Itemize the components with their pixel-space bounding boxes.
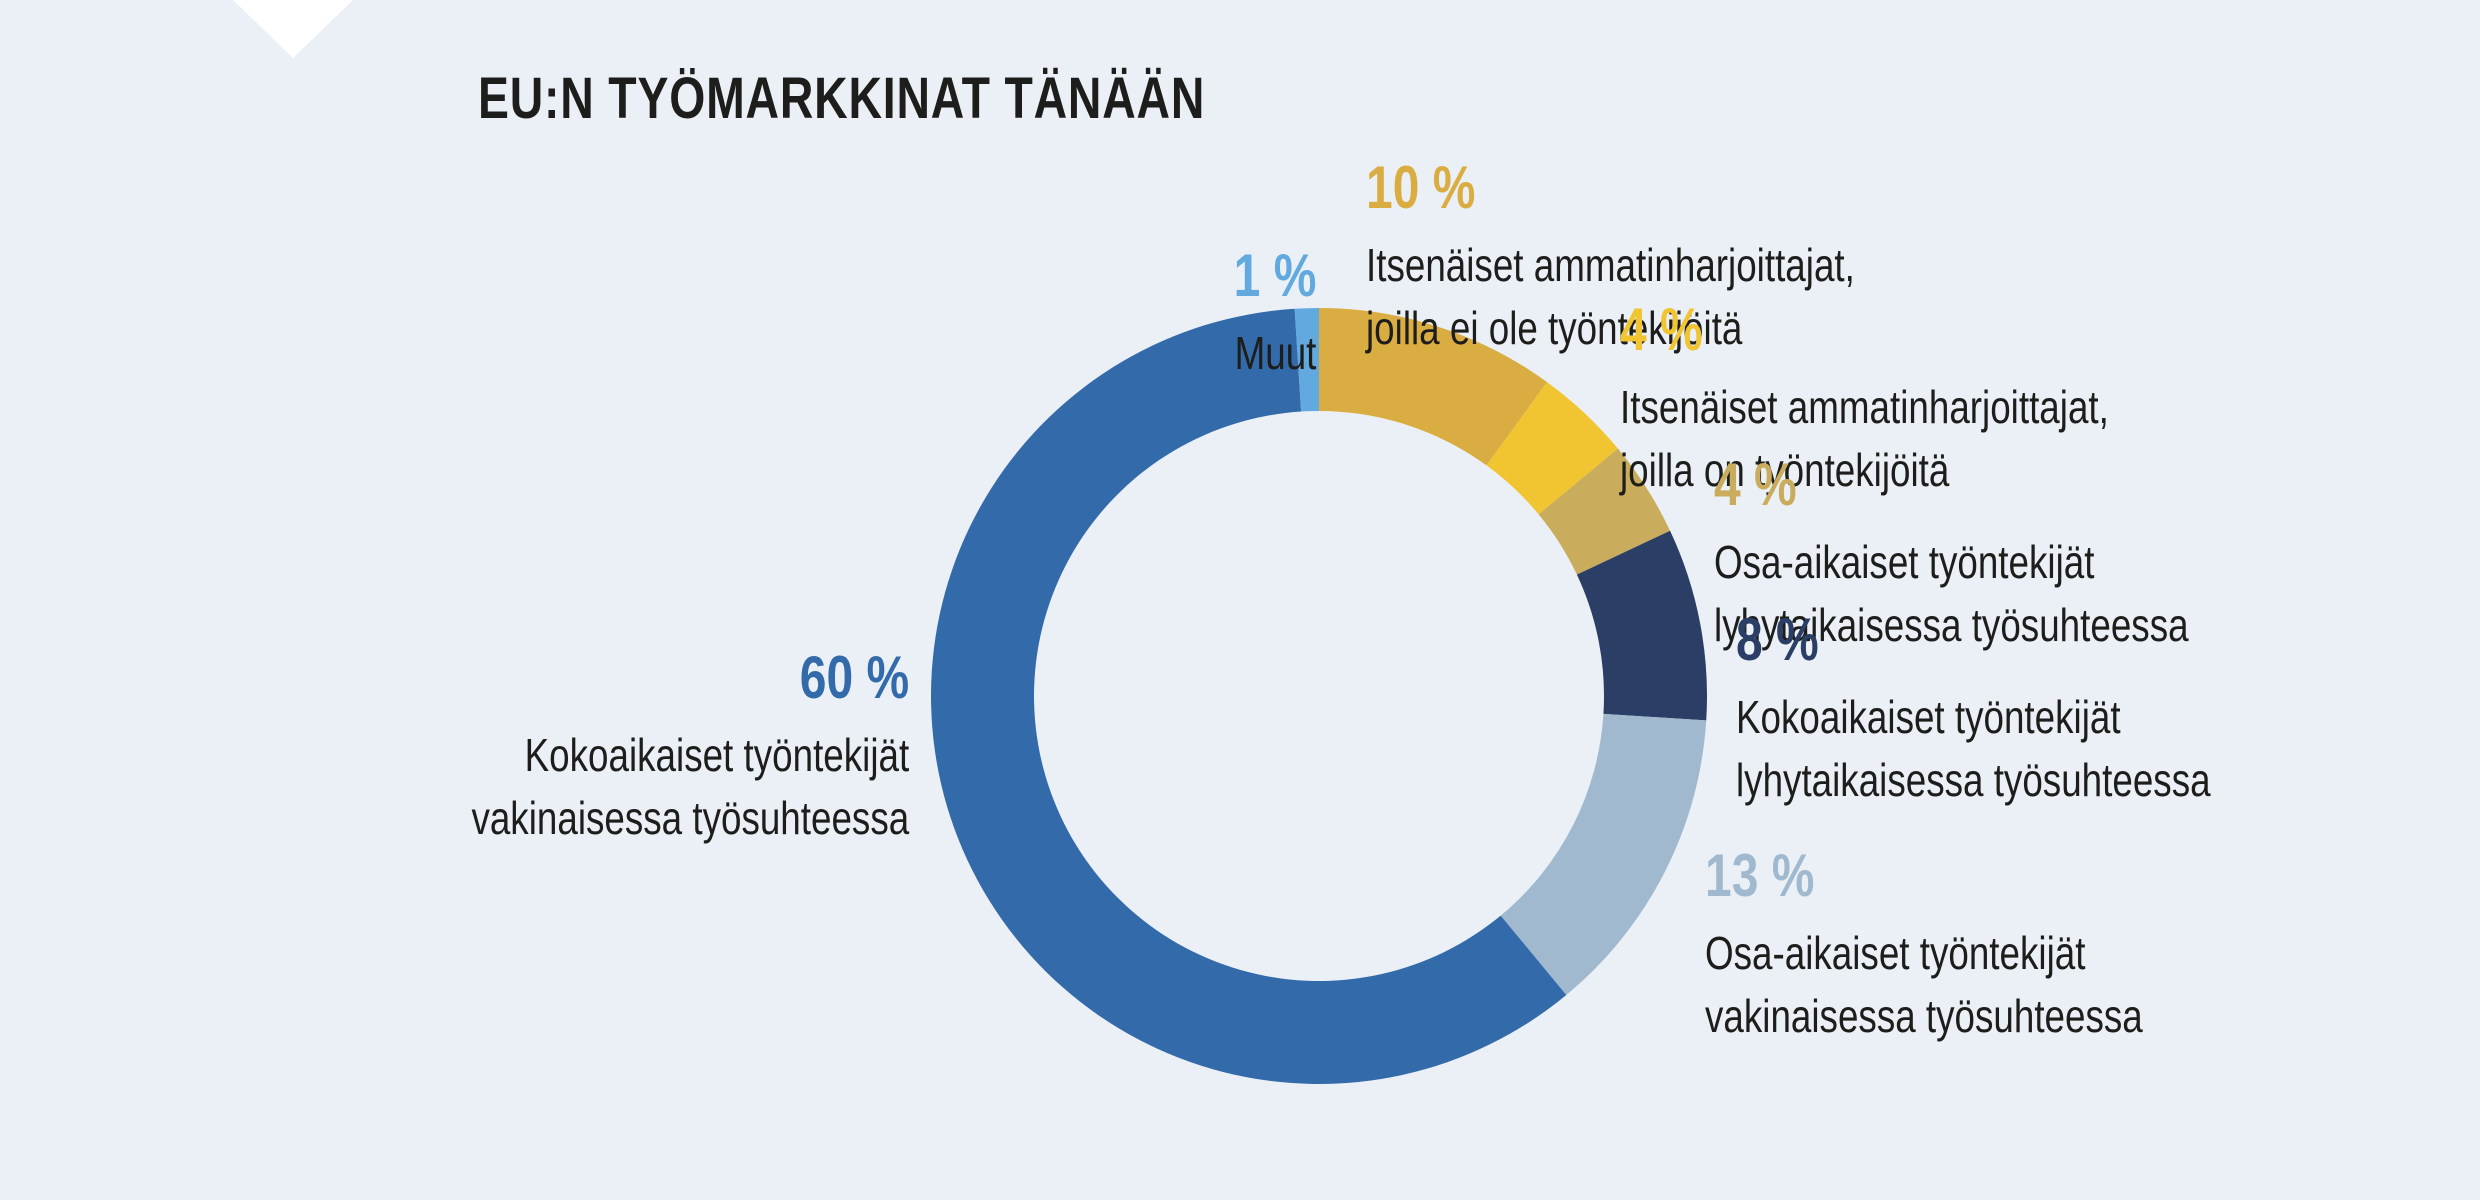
- donut-chart-container: [930, 308, 1707, 1085]
- percent-label-others: 1 %: [1233, 242, 1316, 309]
- segment-label-line: Itsenäiset ammatinharjoittajat,: [1620, 381, 2109, 433]
- callout-full-time-temporary: 8 % Kokoaikaiset työntekijät lyhytaikais…: [1736, 610, 2211, 812]
- callout-self-employed-no-employees: 10 % Itsenäiset ammatinharjoittajat, joi…: [1366, 158, 1855, 360]
- donut-chart: [930, 308, 1707, 1085]
- donut-segment-2: [1538, 448, 1671, 575]
- donut-segment-3: [1576, 530, 1707, 721]
- donut-segment-5: [930, 308, 1567, 1085]
- donut-segment-4: [1500, 713, 1707, 995]
- segment-label-line: Itsenäiset ammatinharjoittajat,: [1366, 239, 1855, 291]
- percent-label-part-time-permanent: 13 %: [1705, 842, 1815, 909]
- segment-label-line: Osa-aikaiset työntekijät: [1714, 536, 2095, 588]
- callout-others: 1 % Muut: [1233, 246, 1316, 385]
- percent-label-full-time-permanent: 60 %: [799, 644, 909, 711]
- segment-label-line: vakinaisessa työsuhteessa: [1705, 990, 2143, 1042]
- segment-label-line: Muut: [1234, 327, 1316, 379]
- percent-label-part-time-temporary: 4 %: [1714, 451, 1797, 518]
- callout-self-employed-with-employees: 4 % Itsenäiset ammatinharjoittajat, joil…: [1620, 300, 2109, 502]
- donut-segment-6: [1294, 308, 1319, 412]
- segment-label-line: Kokoaikaiset työntekijät: [524, 729, 909, 781]
- segment-label-line: Osa-aikaiset työntekijät: [1705, 927, 2086, 979]
- callout-full-time-permanent: 60 % Kokoaikaiset työntekijät vakinaises…: [471, 648, 909, 850]
- callout-part-time-permanent: 13 % Osa-aikaiset työntekijät vakinaises…: [1705, 846, 2143, 1048]
- segment-label-line: Kokoaikaiset työntekijät: [1736, 691, 2121, 743]
- percent-label-full-time-temporary: 8 %: [1736, 606, 1819, 673]
- percent-label-self-employed-no-employees: 10 %: [1366, 154, 1476, 221]
- segment-label-line: joilla on työntekijöitä: [1620, 444, 1950, 496]
- segment-label-line: lyhytaikaisessa työsuhteessa: [1714, 599, 2189, 651]
- segment-label-line: joilla ei ole työntekijöitä: [1366, 302, 1743, 354]
- page-title: EU:N TYÖMARKKINAT TÄNÄÄN: [478, 65, 1206, 131]
- percent-label-self-employed-with-employees: 4 %: [1620, 296, 1703, 363]
- decorative-triangle: [233, 0, 353, 58]
- callout-part-time-temporary: 4 % Osa-aikaiset työntekijät lyhytaikais…: [1714, 455, 2189, 657]
- segment-label-line: lyhytaikaisessa työsuhteessa: [1736, 754, 2211, 806]
- donut-segment-0: [1319, 308, 1548, 466]
- donut-segment-1: [1486, 382, 1618, 515]
- segment-label-line: vakinaisessa työsuhteessa: [471, 792, 909, 844]
